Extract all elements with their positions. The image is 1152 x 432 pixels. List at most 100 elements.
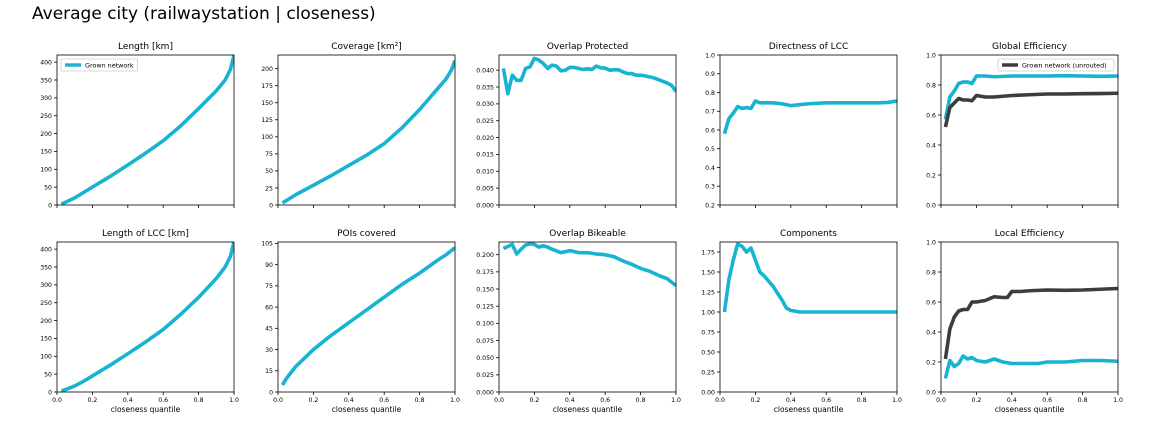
- x-tick-label: 0.0: [494, 397, 504, 404]
- panel-title: Overlap Bikeable: [549, 229, 626, 239]
- y-tick-label: 0.020: [476, 135, 494, 142]
- x-tick-label: 0.6: [821, 397, 831, 404]
- y-tick-label: 1.25: [701, 289, 715, 296]
- chart-panel-6: Length of LCC [km] 0 50 100 150 200 250 300 350 4…: [40, 229, 239, 414]
- y-tick-label: 0.6: [926, 112, 936, 119]
- y-tick-label: 75: [265, 151, 273, 158]
- panel-title: Global Efficiency: [992, 42, 1068, 52]
- y-tick-label: 0.6: [705, 127, 715, 134]
- x-tick-label: 0.2: [87, 397, 97, 404]
- y-tick-label: 75: [265, 283, 273, 290]
- y-tick-label: 25: [265, 185, 273, 192]
- x-tick-label: 0.4: [344, 397, 354, 404]
- series-line-1: [722, 99, 897, 135]
- y-tick-label: 0.00: [701, 389, 715, 396]
- x-axis-label: closeness quantile: [553, 405, 623, 414]
- y-tick-label: 0.125: [476, 303, 494, 310]
- y-tick-label: 50: [44, 184, 52, 191]
- y-tick-label: 0.010: [476, 169, 494, 176]
- figure-title: Average city (railwaystation | closeness…: [32, 4, 376, 24]
- x-tick-label: 0.6: [600, 397, 610, 404]
- y-tick-label: 1.0: [926, 52, 936, 59]
- y-tick-label: 0.050: [476, 355, 494, 362]
- legend-box: [997, 58, 1115, 72]
- y-tick-label: 45: [265, 326, 273, 333]
- series-line-1: [502, 241, 676, 288]
- chart-panel-1: Length [km] 0 50 100 150 200 250 300 350 400 Grown…: [40, 42, 235, 209]
- x-tick-label: 0.8: [194, 397, 204, 404]
- axes-frame: [498, 54, 677, 206]
- x-tick-label: 0.6: [1042, 397, 1052, 404]
- y-tick-label: 200: [40, 318, 52, 325]
- x-axis-label: closeness quantile: [111, 405, 181, 414]
- legend-box: [60, 58, 138, 72]
- series-line-1: [943, 73, 1118, 120]
- y-tick-label: 0.3: [705, 184, 715, 191]
- x-tick-label: 0.2: [971, 397, 981, 404]
- panel-title: Components: [780, 229, 837, 239]
- panel-title: Length of LCC [km]: [102, 229, 189, 239]
- x-tick-label: 0.0: [273, 397, 283, 404]
- y-tick-label: 1.00: [701, 309, 715, 316]
- chart-panel-4: Directness of LCC 0.2 0.3 0.4 0.5 0.6 0.7 0.8 0.…: [705, 42, 898, 209]
- chart-panel-7: POIs covered 0 15 30 45 60 75 90 105 0.0 0.2 0.4 0.6…: [261, 229, 460, 414]
- panel-title: Local Efficiency: [995, 229, 1065, 239]
- y-tick-label: 0.8: [926, 269, 936, 276]
- legend: Grown network (unrouted): [997, 58, 1115, 72]
- y-tick-label: 50: [265, 168, 273, 175]
- series-line-1: [281, 59, 455, 205]
- y-tick-label: 150: [40, 336, 52, 343]
- chart-panel-10: Local Efficiency 0.0 0.2 0.4 0.6 0.8 1.0 0.0 0.2…: [926, 229, 1123, 414]
- x-tick-label: 0.8: [415, 397, 425, 404]
- y-tick-label: 50: [44, 371, 52, 378]
- chart-panel-5: Global Efficiency 0.0 0.2 0.4 0.6 0.8 1.0 Grown…: [926, 42, 1119, 209]
- y-tick-label: 250: [40, 300, 52, 307]
- y-tick-label: 0: [48, 389, 52, 396]
- panel-title: Directness of LCC: [769, 42, 849, 52]
- x-tick-label: 0.4: [123, 397, 133, 404]
- series-line-1: [722, 242, 897, 314]
- legend-label: Grown network: [85, 61, 134, 69]
- x-tick-label: 0.8: [1078, 397, 1088, 404]
- y-tick-label: 15: [265, 368, 273, 375]
- y-tick-label: 0.015: [476, 152, 494, 159]
- y-tick-label: 60: [265, 304, 273, 311]
- axes-frame: [277, 54, 456, 206]
- y-tick-label: 0.075: [476, 338, 494, 345]
- y-tick-label: 1.50: [701, 269, 715, 276]
- y-tick-label: 100: [261, 134, 273, 141]
- y-tick-label: 0.005: [476, 185, 494, 192]
- y-tick-label: 0.8: [705, 90, 715, 97]
- y-tick-label: 0.25: [701, 369, 715, 376]
- x-tick-label: 0.6: [158, 397, 168, 404]
- y-tick-label: 0: [269, 389, 273, 396]
- axes-frame: [940, 54, 1119, 206]
- y-tick-label: 0: [48, 202, 52, 209]
- y-tick-label: 30: [265, 347, 273, 354]
- panel-title: POIs covered: [337, 229, 396, 239]
- y-tick-label: 0.8: [926, 82, 936, 89]
- y-tick-label: 200: [261, 66, 273, 73]
- y-tick-label: 175: [261, 83, 273, 90]
- x-tick-label: 1.0: [450, 397, 460, 404]
- series-line-1: [943, 354, 1118, 379]
- y-tick-label: 300: [40, 95, 52, 102]
- y-tick-label: 0.0: [926, 389, 936, 396]
- y-tick-label: 400: [40, 59, 52, 66]
- x-tick-label: 0.0: [52, 397, 62, 404]
- y-tick-label: 150: [40, 149, 52, 156]
- x-tick-label: 0.0: [936, 397, 946, 404]
- y-tick-label: 350: [40, 77, 52, 84]
- panel-title: Coverage [km²]: [331, 42, 402, 52]
- x-tick-label: 1.0: [229, 397, 239, 404]
- x-tick-label: 0.4: [786, 397, 796, 404]
- x-tick-label: 0.6: [379, 397, 389, 404]
- y-tick-label: 125: [261, 117, 273, 124]
- axes-frame: [940, 241, 1119, 393]
- x-axis-label: closeness quantile: [995, 405, 1065, 414]
- y-tick-label: 0.9: [705, 71, 715, 78]
- x-tick-label: 1.0: [892, 397, 902, 404]
- y-tick-label: 0.200: [476, 252, 494, 259]
- y-tick-label: 0.4: [926, 329, 936, 336]
- y-tick-label: 105: [261, 241, 273, 248]
